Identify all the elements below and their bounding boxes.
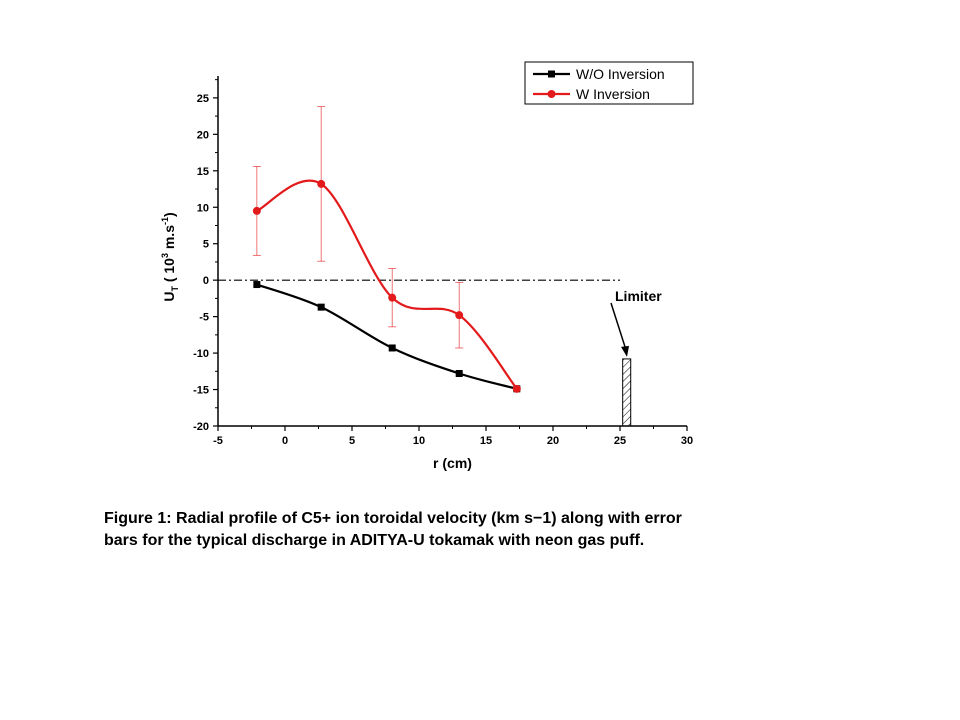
series-line-2 xyxy=(256,179,518,390)
limiter-arrow-shaft xyxy=(610,302,627,351)
y-axis-title-part: U xyxy=(161,292,177,302)
y-tick-label: 25 xyxy=(197,93,209,105)
legend-entry-label: W/O Inversion xyxy=(576,66,665,82)
data-point-square xyxy=(253,281,261,289)
x-tick-label: 15 xyxy=(480,435,492,447)
data-point-circle xyxy=(252,206,261,215)
y-axis-title-part: ) xyxy=(161,212,177,217)
y-tick-label: -15 xyxy=(193,385,209,397)
y-tick-label: 5 xyxy=(203,239,209,251)
data-point-square xyxy=(388,344,396,352)
x-tick-label: 0 xyxy=(282,435,288,447)
y-axis-title-part: 3 xyxy=(160,253,170,258)
x-tick-label: 10 xyxy=(413,435,425,447)
legend-marker-square xyxy=(548,70,555,78)
caption-line-2: bars for the typical discharge in ADITYA… xyxy=(104,532,645,549)
series-line-1 xyxy=(256,283,518,390)
y-tick-label: -5 xyxy=(199,312,209,324)
data-point-circle xyxy=(388,293,397,302)
y-axis-title-part: m.s xyxy=(161,225,177,253)
legend: W/O Inversion W Inversion xyxy=(524,61,694,105)
y-tick-label: 10 xyxy=(197,202,209,214)
y-tick-label: 15 xyxy=(197,166,209,178)
x-tick-label: 25 xyxy=(614,435,626,447)
data-point-square xyxy=(317,303,325,311)
limiter-arrow-head xyxy=(621,345,629,357)
y-tick-label: -20 xyxy=(193,421,209,433)
x-tick-label: -5 xyxy=(213,435,223,447)
data-point-circle xyxy=(317,179,326,188)
limiter-label: Limiter xyxy=(615,288,662,304)
data-point-square xyxy=(455,370,463,377)
x-tick-label: 5 xyxy=(349,435,355,447)
y-tick-label: 0 xyxy=(203,275,209,287)
y-axis-title: UT ( 103 m.s-1) xyxy=(160,212,180,301)
caption-line-1: Figure 1: Radial profile of C5+ ion toro… xyxy=(104,510,682,527)
legend-entry-label: W Inversion xyxy=(576,86,650,102)
figure-caption: Figure 1: Radial profile of C5+ ion toro… xyxy=(104,508,824,552)
y-axis-title-part: T xyxy=(170,286,180,292)
y-axis-title-part: ( 10 xyxy=(161,258,177,286)
x-axis-title: r (cm) xyxy=(433,455,472,471)
x-tick-label: 30 xyxy=(681,435,693,447)
x-tick-label: 20 xyxy=(547,435,559,447)
y-tick-label: -10 xyxy=(193,348,209,360)
limiter-box xyxy=(622,358,632,427)
y-tick-label: 20 xyxy=(197,129,209,141)
data-point-circle xyxy=(512,384,521,393)
y-axis-title-part: -1 xyxy=(160,217,170,225)
data-point-circle xyxy=(455,311,464,320)
legend-marker-circle xyxy=(547,90,556,98)
